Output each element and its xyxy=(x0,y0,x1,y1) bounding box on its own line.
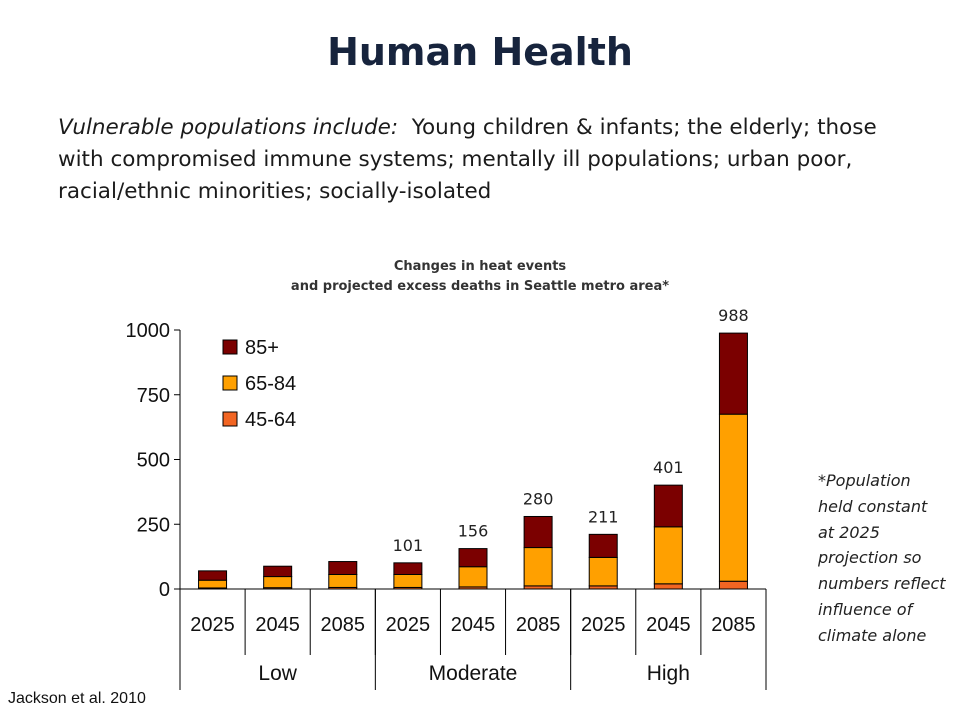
legend-swatch xyxy=(222,411,238,427)
x-category-label: 2045 xyxy=(451,614,496,636)
bar-segment xyxy=(653,484,683,528)
bar-segment xyxy=(523,515,553,549)
bar-segment xyxy=(718,413,748,582)
x-category-label: 2025 xyxy=(581,614,626,636)
bar-segment xyxy=(328,573,358,588)
bar-segment xyxy=(263,565,293,578)
bar-segment xyxy=(393,573,423,588)
bar-segment xyxy=(588,556,618,587)
y-tick-label: 1000 xyxy=(126,320,171,342)
bar-segment xyxy=(718,332,748,415)
x-category-label: 2045 xyxy=(646,614,691,636)
data-label: 280 xyxy=(523,489,554,508)
data-label: 988 xyxy=(718,306,749,325)
chart-subtitle: and projected excess deaths in Seattle m… xyxy=(291,279,669,294)
bar-segment xyxy=(458,548,488,568)
x-group-label: Moderate xyxy=(429,662,518,685)
slide-title: Human Health xyxy=(327,30,633,74)
bar-segment xyxy=(588,533,618,558)
x-category-label: 2085 xyxy=(711,614,756,636)
legend-label: 45-64 xyxy=(245,409,296,431)
legend-swatch xyxy=(222,375,238,391)
chart-title: Changes in heat events xyxy=(394,259,567,274)
data-label: 101 xyxy=(393,536,424,555)
chart-footnote: *Population held constant at 2025 projec… xyxy=(818,471,946,645)
data-label: 156 xyxy=(458,522,489,541)
legend-swatch xyxy=(222,339,238,355)
citation: Jackson et al. 2010 xyxy=(8,690,146,707)
bar-segment xyxy=(523,547,553,587)
bar-segment xyxy=(653,526,683,585)
y-tick-label: 750 xyxy=(137,385,170,407)
bar-segment xyxy=(263,576,293,589)
intro-lead: Vulnerable populations include: xyxy=(58,115,399,140)
bar-segment xyxy=(393,562,423,575)
bar-segment xyxy=(458,566,488,588)
legend-label: 65-84 xyxy=(245,373,296,395)
x-category-label: 2025 xyxy=(190,614,235,636)
x-category-label: 2025 xyxy=(386,614,431,636)
x-group-label: Low xyxy=(258,662,297,685)
y-tick-label: 0 xyxy=(159,579,170,601)
x-category-label: 2085 xyxy=(321,614,366,636)
bar-segment xyxy=(653,583,683,590)
intro-text: Young children & infants; the elderly; t… xyxy=(58,115,877,204)
intro-paragraph: Vulnerable populations include: Young ch… xyxy=(58,112,908,208)
bar-segment xyxy=(198,579,228,589)
data-label: 211 xyxy=(588,507,619,526)
y-tick-label: 500 xyxy=(137,450,170,472)
bar-segment xyxy=(718,580,748,590)
x-category-label: 2045 xyxy=(255,614,300,636)
x-group-label: High xyxy=(647,662,690,685)
data-label: 401 xyxy=(653,458,684,477)
y-tick-label: 250 xyxy=(137,514,170,536)
bar-segment xyxy=(328,561,358,575)
bar-segment xyxy=(198,570,228,581)
x-category-label: 2085 xyxy=(516,614,561,636)
legend-label: 85+ xyxy=(245,337,279,359)
